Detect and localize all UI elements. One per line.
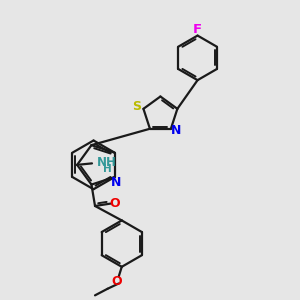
Text: F: F	[193, 22, 202, 35]
Text: O: O	[110, 196, 120, 209]
Text: S: S	[132, 100, 141, 113]
Text: N: N	[111, 176, 121, 189]
Text: NH: NH	[97, 156, 117, 169]
Text: N: N	[171, 124, 181, 137]
Text: O: O	[112, 274, 122, 288]
Text: H: H	[103, 164, 112, 174]
